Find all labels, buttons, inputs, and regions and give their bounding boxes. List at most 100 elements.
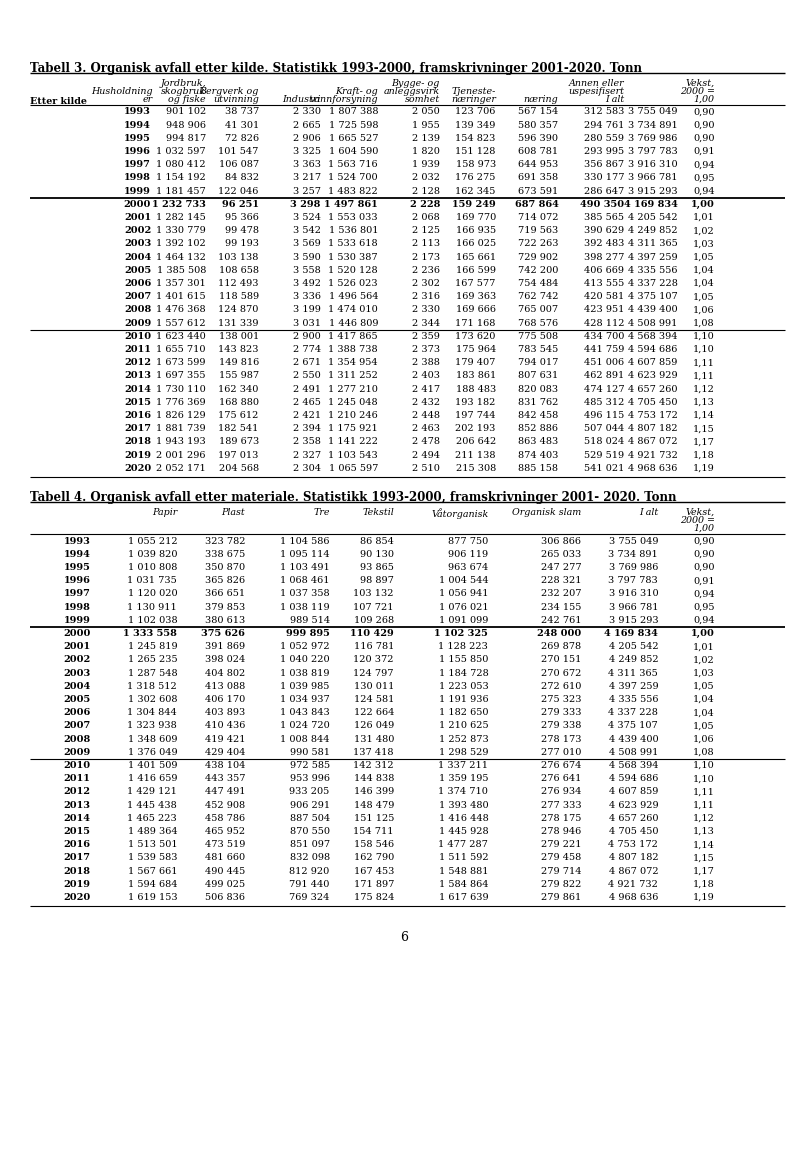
Text: 2 906: 2 906 bbox=[293, 134, 321, 143]
Text: 863 483: 863 483 bbox=[518, 437, 558, 447]
Text: 3 524: 3 524 bbox=[292, 213, 321, 222]
Text: 0,95: 0,95 bbox=[693, 173, 715, 182]
Text: 0,90: 0,90 bbox=[693, 537, 715, 546]
Text: 166 025: 166 025 bbox=[456, 240, 496, 249]
Text: 1,01: 1,01 bbox=[693, 213, 715, 222]
Text: 1 881 739: 1 881 739 bbox=[156, 424, 206, 434]
Text: 2003: 2003 bbox=[63, 669, 90, 678]
Text: 365 826: 365 826 bbox=[205, 576, 245, 586]
Text: 2008: 2008 bbox=[63, 734, 90, 743]
Text: 41 301: 41 301 bbox=[225, 120, 259, 130]
Text: 84 832: 84 832 bbox=[225, 173, 259, 182]
Text: 1 496 564: 1 496 564 bbox=[329, 292, 378, 302]
Text: 385 565: 385 565 bbox=[584, 213, 625, 222]
Text: 96 251: 96 251 bbox=[221, 200, 259, 209]
Text: 1 348 609: 1 348 609 bbox=[128, 734, 177, 743]
Text: 832 098: 832 098 bbox=[289, 853, 330, 863]
Text: 1 337 211: 1 337 211 bbox=[438, 761, 488, 770]
Text: 158 546: 158 546 bbox=[354, 841, 394, 849]
Text: 107 721: 107 721 bbox=[353, 602, 394, 611]
Text: 2 510: 2 510 bbox=[412, 464, 440, 473]
Text: 2 491: 2 491 bbox=[292, 385, 321, 394]
Text: I alt: I alt bbox=[605, 95, 625, 104]
Text: 215 308: 215 308 bbox=[456, 464, 496, 473]
Text: 183 861: 183 861 bbox=[456, 372, 496, 380]
Text: 276 934: 276 934 bbox=[541, 788, 581, 796]
Text: 1,11: 1,11 bbox=[693, 359, 715, 367]
Text: Tabell 4. Organisk avfall etter materiale. Statistikk 1993-2000, framskrivninger: Tabell 4. Organisk avfall etter material… bbox=[30, 491, 676, 504]
Text: 4 337 228: 4 337 228 bbox=[628, 279, 678, 288]
Text: 1 080 412: 1 080 412 bbox=[156, 160, 206, 170]
Text: 4 623 929: 4 623 929 bbox=[608, 801, 659, 810]
Text: 1 056 941: 1 056 941 bbox=[439, 589, 488, 599]
Text: 1 730 110: 1 730 110 bbox=[156, 385, 206, 394]
Text: 1 052 972: 1 052 972 bbox=[280, 642, 330, 651]
Text: 3 569: 3 569 bbox=[293, 240, 321, 249]
Text: 1 374 710: 1 374 710 bbox=[439, 788, 488, 796]
Text: 2 113: 2 113 bbox=[412, 240, 440, 249]
Text: 438 104: 438 104 bbox=[204, 761, 245, 770]
Text: 1 429 121: 1 429 121 bbox=[128, 788, 177, 796]
Text: 2004: 2004 bbox=[124, 253, 151, 262]
Text: 2000 =: 2000 = bbox=[680, 516, 715, 525]
Text: 2012: 2012 bbox=[63, 788, 90, 796]
Text: 1 673 599: 1 673 599 bbox=[157, 359, 206, 367]
Text: 842 458: 842 458 bbox=[518, 411, 558, 420]
Text: 3 797 783: 3 797 783 bbox=[608, 576, 659, 586]
Text: 197 744: 197 744 bbox=[456, 411, 496, 420]
Text: Vekst,: Vekst, bbox=[686, 79, 715, 88]
Text: 877 750: 877 750 bbox=[448, 537, 488, 546]
Text: 3 769 986: 3 769 986 bbox=[608, 563, 659, 572]
Text: 1998: 1998 bbox=[64, 602, 90, 611]
Text: 149 816: 149 816 bbox=[218, 359, 259, 367]
Text: 1999: 1999 bbox=[124, 187, 151, 195]
Text: 1 102 325: 1 102 325 bbox=[435, 629, 488, 638]
Text: 0,90: 0,90 bbox=[693, 108, 715, 117]
Text: 4 249 852: 4 249 852 bbox=[628, 227, 678, 235]
Text: 148 479: 148 479 bbox=[354, 801, 394, 810]
Text: 232 207: 232 207 bbox=[541, 589, 581, 599]
Text: 154 711: 154 711 bbox=[353, 826, 394, 836]
Text: 1,10: 1,10 bbox=[693, 761, 715, 770]
Text: 124 870: 124 870 bbox=[218, 305, 259, 314]
Text: 228 321: 228 321 bbox=[541, 576, 581, 586]
Text: 972 585: 972 585 bbox=[289, 761, 330, 770]
Text: 1995: 1995 bbox=[124, 134, 151, 143]
Text: 4 753 172: 4 753 172 bbox=[608, 841, 659, 849]
Text: 3 336: 3 336 bbox=[292, 292, 321, 302]
Text: 272 610: 272 610 bbox=[541, 682, 581, 691]
Text: 1 004 544: 1 004 544 bbox=[439, 576, 488, 586]
Text: 2008: 2008 bbox=[124, 305, 151, 314]
Text: 794 017: 794 017 bbox=[518, 359, 558, 367]
Text: 197 013: 197 013 bbox=[218, 451, 259, 459]
Text: 1,10: 1,10 bbox=[693, 345, 715, 354]
Text: 234 155: 234 155 bbox=[541, 602, 581, 611]
Text: 990 581: 990 581 bbox=[290, 748, 330, 756]
Text: 644 953: 644 953 bbox=[518, 160, 558, 170]
Text: Tabell 3. Organisk avfall etter kilde. Statistikk 1993-2000, framskrivninger 200: Tabell 3. Organisk avfall etter kilde. S… bbox=[30, 62, 642, 75]
Text: 404 802: 404 802 bbox=[205, 669, 245, 678]
Text: 1 939: 1 939 bbox=[412, 160, 440, 170]
Text: 280 559: 280 559 bbox=[584, 134, 625, 143]
Text: 3 755 049: 3 755 049 bbox=[629, 108, 678, 117]
Text: 4 968 636: 4 968 636 bbox=[629, 464, 678, 473]
Text: 906 119: 906 119 bbox=[448, 549, 488, 559]
Text: 2016: 2016 bbox=[63, 841, 90, 849]
Text: 3 325: 3 325 bbox=[292, 147, 321, 157]
Text: 1 076 021: 1 076 021 bbox=[439, 602, 488, 611]
Text: 2 052 171: 2 052 171 bbox=[156, 464, 206, 473]
Text: 2 316: 2 316 bbox=[412, 292, 440, 302]
Text: 769 324: 769 324 bbox=[289, 893, 330, 902]
Text: 1 416 448: 1 416 448 bbox=[439, 814, 488, 823]
Text: 1 311 252: 1 311 252 bbox=[328, 372, 378, 380]
Text: 1 584 864: 1 584 864 bbox=[439, 880, 488, 888]
Text: 106 087: 106 087 bbox=[219, 160, 259, 170]
Text: 1 776 369: 1 776 369 bbox=[156, 397, 206, 407]
Text: 1,06: 1,06 bbox=[693, 734, 715, 743]
Text: 1,19: 1,19 bbox=[693, 893, 715, 902]
Text: 4 169 834: 4 169 834 bbox=[604, 629, 659, 638]
Text: 768 576: 768 576 bbox=[519, 319, 558, 327]
Text: 122 664: 122 664 bbox=[354, 708, 394, 718]
Text: 0,94: 0,94 bbox=[693, 187, 715, 195]
Text: 211 138: 211 138 bbox=[456, 451, 496, 459]
